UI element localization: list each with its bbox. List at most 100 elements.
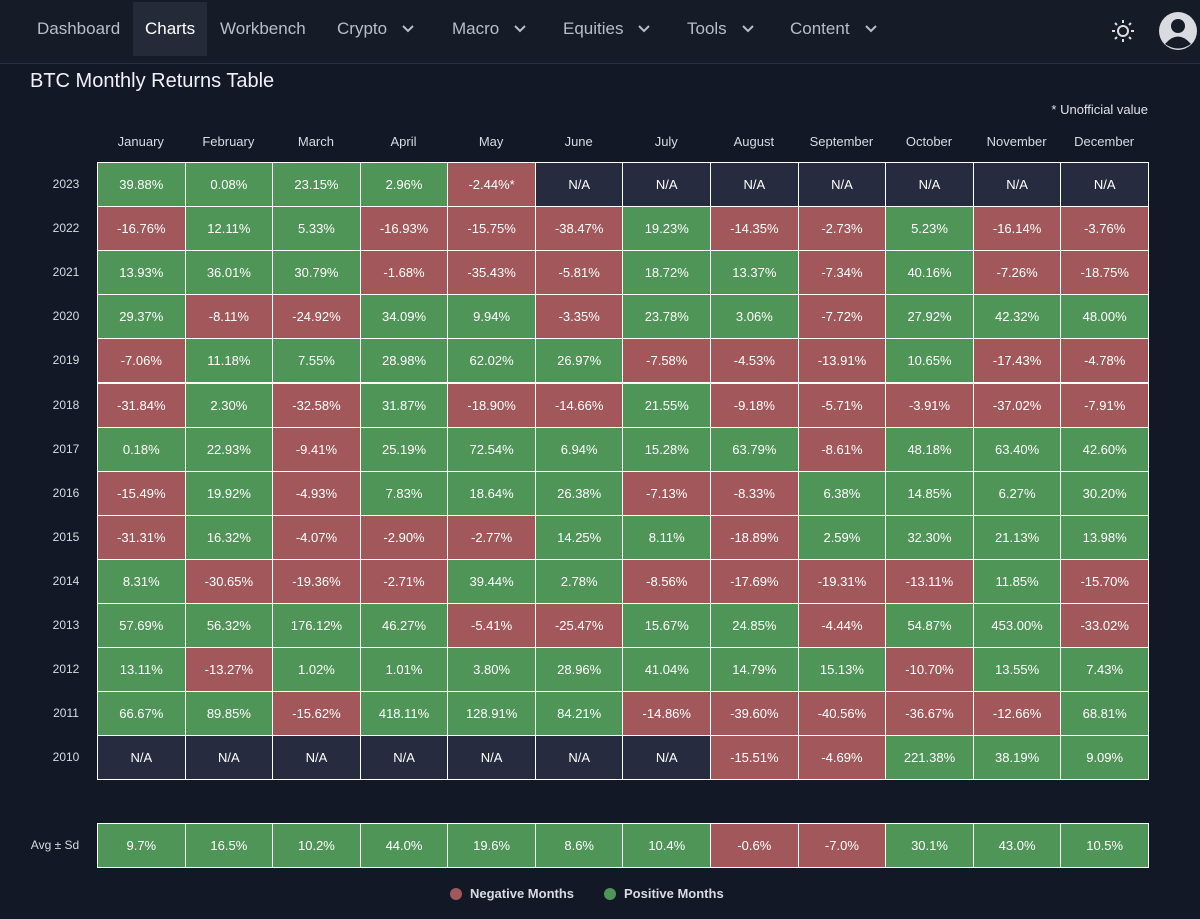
return-cell: 15.28% [622, 426, 712, 472]
return-cell: N/A [797, 162, 887, 208]
avg-cell: 44.0% [359, 823, 449, 869]
column-header: August [733, 134, 775, 149]
return-cell: 7.43% [1060, 647, 1149, 693]
return-cell: 32.30% [885, 514, 974, 560]
legend-swatch [604, 888, 616, 900]
legend-label: Positive Months [624, 886, 724, 901]
return-cell: N/A [359, 735, 449, 781]
return-cell: 7.55% [272, 338, 361, 384]
return-cell: 23.78% [622, 294, 712, 340]
return-cell: -19.36% [272, 558, 361, 604]
row-label: 2021 [52, 265, 80, 280]
return-cell: -24.92% [272, 294, 361, 340]
return-cell: -9.41% [272, 426, 361, 472]
column-header: April [390, 134, 417, 149]
return-cell: -15.75% [447, 206, 536, 252]
column-header: February [202, 134, 255, 149]
return-cell: -1.68% [359, 250, 449, 296]
return-cell: 28.96% [534, 647, 624, 693]
return-cell: 48.00% [1060, 294, 1149, 340]
return-cell: -33.02% [1060, 603, 1149, 649]
return-cell: 46.27% [359, 603, 449, 649]
return-cell: 11.85% [972, 558, 1062, 604]
return-cell: -18.90% [447, 382, 536, 428]
nav-link[interactable]: Tools [675, 2, 767, 56]
return-cell: N/A [534, 735, 624, 781]
nav-link[interactable]: Charts [133, 2, 208, 56]
chevron [638, 25, 651, 33]
return-cell: -18.89% [710, 514, 799, 560]
return-cell: -15.49% [97, 470, 186, 516]
avg-cell: 16.5% [184, 823, 274, 869]
return-cell: N/A [972, 162, 1062, 208]
chevron [864, 25, 877, 33]
avg-cell: 19.6% [447, 823, 536, 869]
return-cell: -7.06% [97, 338, 186, 384]
return-cell: -7.91% [1060, 382, 1149, 428]
return-cell: -5.81% [534, 250, 624, 296]
return-cell: -12.66% [972, 691, 1062, 737]
nav-link[interactable]: Equities [551, 2, 663, 56]
return-cell: -8.56% [622, 558, 712, 604]
avg-cell: 10.4% [622, 823, 712, 869]
nav-link[interactable]: Content [778, 2, 890, 56]
return-cell: 2.30% [184, 382, 274, 428]
return-cell: 34.09% [359, 294, 449, 340]
column-header: January [117, 134, 164, 149]
user-avatar[interactable] [1158, 11, 1198, 51]
return-cell: 62.02% [447, 338, 536, 384]
nav-link[interactable]: Dashboard [37, 19, 121, 38]
return-cell: 68.81% [1060, 691, 1149, 737]
return-cell: -3.76% [1060, 206, 1149, 252]
legend: Negative Months Positive Months [0, 884, 1200, 904]
return-cell: -4.44% [797, 603, 887, 649]
return-cell: -3.35% [534, 294, 624, 340]
return-cell: 7.83% [359, 470, 449, 516]
return-cell: N/A [622, 162, 712, 208]
return-cell: -14.35% [710, 206, 799, 252]
row-label: 2011 [53, 706, 79, 721]
return-cell: 57.69% [97, 603, 186, 649]
column-header: October [905, 134, 953, 149]
return-cell: -37.02% [972, 382, 1062, 428]
return-cell: 14.25% [534, 514, 624, 560]
return-cell: 0.18% [97, 426, 186, 472]
return-cell: 26.38% [534, 470, 624, 516]
return-cell: 12.11% [184, 206, 274, 252]
return-cell: -2.44%* [447, 162, 536, 208]
return-cell: N/A [1060, 162, 1149, 208]
nav-link[interactable]: Workbench [220, 19, 306, 38]
return-cell: -13.27% [184, 647, 274, 693]
return-cell: 36.01% [184, 250, 274, 296]
return-cell: -2.71% [359, 558, 449, 604]
return-cell: 56.32% [184, 603, 274, 649]
return-cell: -38.47% [534, 206, 624, 252]
return-cell: 128.91% [447, 691, 536, 737]
nav-link[interactable]: Macro [440, 2, 539, 56]
row-label: 2018 [52, 397, 80, 412]
return-cell: -7.58% [622, 338, 712, 384]
return-cell: 11.18% [184, 338, 274, 384]
return-cell: 84.21% [534, 691, 624, 737]
return-cell: 13.93% [97, 250, 186, 296]
page-title: BTC Monthly Returns Table [30, 70, 275, 92]
return-cell: 28.98% [359, 338, 449, 384]
return-cell: -5.71% [797, 382, 887, 428]
chevron [402, 25, 414, 33]
avg-cell: 43.0% [972, 823, 1062, 869]
theme-toggle[interactable] [1110, 18, 1136, 44]
return-cell: -31.31% [97, 514, 186, 560]
return-cell: -18.75% [1060, 250, 1149, 296]
avg-cell: 10.2% [272, 823, 361, 869]
row-label: 2010 [52, 750, 80, 765]
return-cell: -4.53% [710, 338, 799, 384]
row-label: 2023 [52, 177, 80, 191]
return-cell: 24.85% [710, 603, 799, 649]
return-cell: 0.08% [184, 162, 274, 208]
return-cell: 8.31% [97, 558, 186, 604]
return-cell: 418.11% [359, 691, 449, 737]
chevron [741, 25, 754, 33]
nav-link[interactable]: Crypto [325, 2, 427, 56]
return-cell: 5.33% [272, 206, 361, 252]
return-cell: 13.55% [972, 647, 1062, 693]
